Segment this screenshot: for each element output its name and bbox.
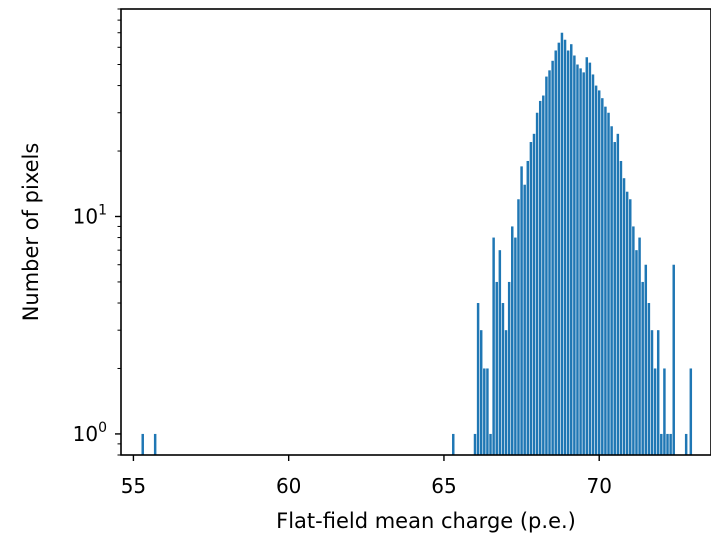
histogram-bar bbox=[483, 368, 486, 455]
histogram-bar bbox=[495, 281, 498, 455]
histogram-bar bbox=[479, 330, 483, 455]
plot-frame bbox=[120, 8, 711, 456]
histogram-bar bbox=[607, 112, 610, 456]
histogram-bar bbox=[551, 60, 554, 456]
histogram-bar bbox=[476, 303, 480, 455]
histogram-bar bbox=[672, 264, 675, 455]
x-tick-label: 65 bbox=[431, 474, 456, 498]
histogram-bar bbox=[666, 433, 669, 455]
histogram-bar bbox=[629, 199, 632, 455]
histogram-bar bbox=[542, 95, 545, 455]
histogram-bar bbox=[582, 72, 585, 455]
histogram-bar bbox=[663, 368, 666, 455]
y-axis-label: Number of pixels bbox=[19, 143, 43, 322]
histogram-bar bbox=[588, 62, 592, 455]
histogram-bar bbox=[585, 57, 589, 456]
histogram-bar bbox=[452, 433, 455, 455]
histogram-bar bbox=[656, 330, 660, 455]
histogram-bar bbox=[520, 166, 523, 455]
histogram-bar bbox=[563, 39, 567, 455]
histogram-bar bbox=[638, 237, 641, 455]
histogram-bar bbox=[489, 433, 492, 455]
histogram-bar bbox=[594, 85, 598, 455]
y-tick-label: 101 bbox=[73, 202, 107, 228]
histogram-bar bbox=[560, 32, 564, 455]
histogram-bar bbox=[492, 237, 495, 455]
histogram-bar bbox=[616, 133, 620, 455]
histogram-bar bbox=[545, 76, 548, 455]
histogram-bar bbox=[610, 126, 613, 455]
histogram-bar bbox=[684, 433, 688, 455]
histogram-bar bbox=[501, 303, 505, 455]
histogram-bar bbox=[604, 106, 607, 456]
x-tick-label: 70 bbox=[586, 474, 611, 498]
histogram-bar bbox=[141, 433, 144, 455]
histogram-bar bbox=[650, 330, 654, 455]
histogram-bar bbox=[576, 64, 579, 455]
histogram-bar bbox=[653, 368, 657, 455]
histogram-bar bbox=[641, 281, 644, 455]
histogram-bar bbox=[153, 433, 157, 455]
histogram-bar bbox=[619, 160, 623, 456]
histogram-bar bbox=[613, 142, 616, 455]
histogram-bar bbox=[573, 55, 576, 455]
histogram-bar bbox=[538, 100, 542, 456]
y-tick-label: 100 bbox=[73, 420, 107, 446]
histogram-bar bbox=[591, 74, 595, 456]
histogram-bar bbox=[597, 90, 601, 456]
x-axis-label: Flat-field mean charge (p.e.) bbox=[276, 509, 576, 533]
histogram-bars bbox=[141, 32, 693, 456]
histogram-bar bbox=[532, 133, 536, 455]
histogram-bar bbox=[523, 184, 526, 455]
histogram-bar bbox=[514, 237, 517, 455]
histogram-bar bbox=[473, 433, 477, 455]
histogram-bar bbox=[507, 281, 511, 455]
histogram-bar bbox=[526, 160, 530, 456]
histogram-bar bbox=[579, 68, 582, 456]
histogram-bar bbox=[622, 178, 626, 455]
histogram-bar bbox=[554, 50, 557, 456]
x-axis-ticks: 55 60 65 70 bbox=[121, 455, 612, 498]
y-axis-ticks: 100 101 bbox=[73, 8, 121, 456]
histogram-bar bbox=[566, 50, 570, 456]
histogram-bar bbox=[570, 44, 573, 455]
histogram-bar bbox=[529, 142, 533, 455]
histogram-bar bbox=[644, 264, 648, 455]
histogram-bar bbox=[689, 368, 693, 455]
histogram-bar bbox=[548, 70, 551, 455]
histogram-bar bbox=[647, 303, 651, 455]
histogram-bar bbox=[601, 98, 604, 455]
histogram-bar bbox=[625, 191, 629, 455]
histogram-bar bbox=[517, 199, 520, 455]
x-tick-label: 60 bbox=[276, 474, 301, 498]
histogram-bar bbox=[511, 226, 514, 455]
histogram-bar bbox=[635, 250, 638, 455]
histogram-bar bbox=[486, 368, 489, 455]
histogram-bar bbox=[557, 42, 561, 456]
histogram-bar bbox=[498, 250, 502, 455]
histogram-bar bbox=[632, 226, 635, 455]
histogram-bar bbox=[535, 112, 539, 456]
x-tick-label: 55 bbox=[121, 474, 146, 498]
histogram-bar bbox=[504, 330, 508, 455]
histogram-bar bbox=[660, 433, 663, 455]
histogram-bar bbox=[669, 433, 672, 455]
